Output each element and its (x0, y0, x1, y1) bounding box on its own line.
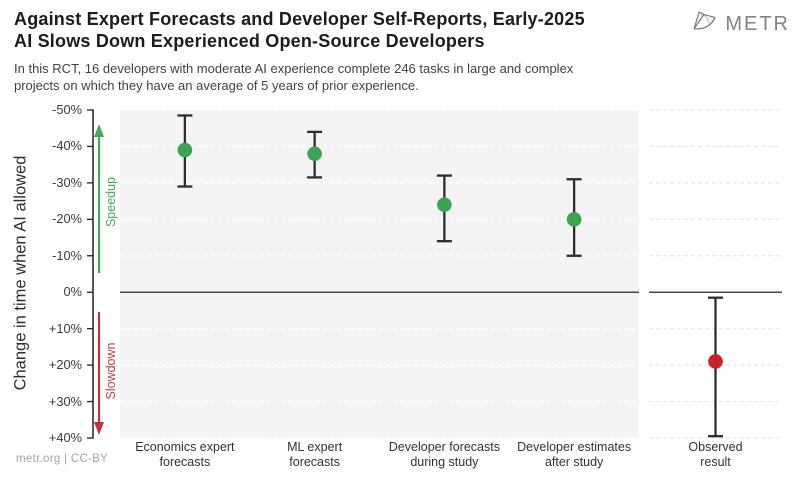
data-point (708, 354, 723, 369)
data-point (566, 212, 582, 227)
y-tick-label: 0% (63, 284, 83, 300)
y-tick-label: -30% (52, 174, 82, 190)
y-tick-label: -10% (52, 247, 82, 263)
data-point (177, 142, 193, 158)
page-title-line1: Against Expert Forecasts and Developer S… (14, 9, 585, 29)
y-tick-label: +40% (48, 430, 82, 445)
metr-fan-icon (691, 9, 718, 39)
subtitle-line2: projects on which they have an average o… (14, 78, 419, 93)
y-tick-label: +20% (48, 357, 82, 373)
x-category-label: Observed result (688, 440, 743, 469)
forecast-panel-background (120, 110, 639, 438)
metr-logo-text: METR (725, 12, 790, 35)
metr-logo: METR (691, 9, 790, 39)
y-tick-label: +10% (48, 320, 82, 336)
speedup-arrow-head (94, 124, 104, 137)
x-category-label: ML expert forecasts (287, 440, 343, 469)
data-point (307, 146, 322, 162)
subtitle-line1: In this RCT, 16 developers with moderate… (14, 61, 574, 76)
page-title-line2: AI Slows Down Experienced Open-Source De… (14, 31, 485, 51)
y-tick-label: -50% (52, 102, 82, 117)
data-point (437, 197, 452, 213)
x-category-label: Economics expert forecasts (135, 440, 235, 469)
slowdown-annotation: Slowdown (104, 342, 118, 400)
y-tick-label: +30% (48, 393, 82, 409)
y-tick-label: -40% (52, 138, 82, 154)
slowdown-arrow-head (94, 422, 104, 435)
y-tick-label: -20% (52, 211, 82, 227)
attribution-credit: metr.org | CC-BY (16, 453, 109, 465)
x-category-label: Developer estimates after study (517, 440, 632, 469)
x-category-label: Developer forecasts during study (388, 440, 500, 469)
speedup-annotation: Speedup (104, 176, 118, 228)
